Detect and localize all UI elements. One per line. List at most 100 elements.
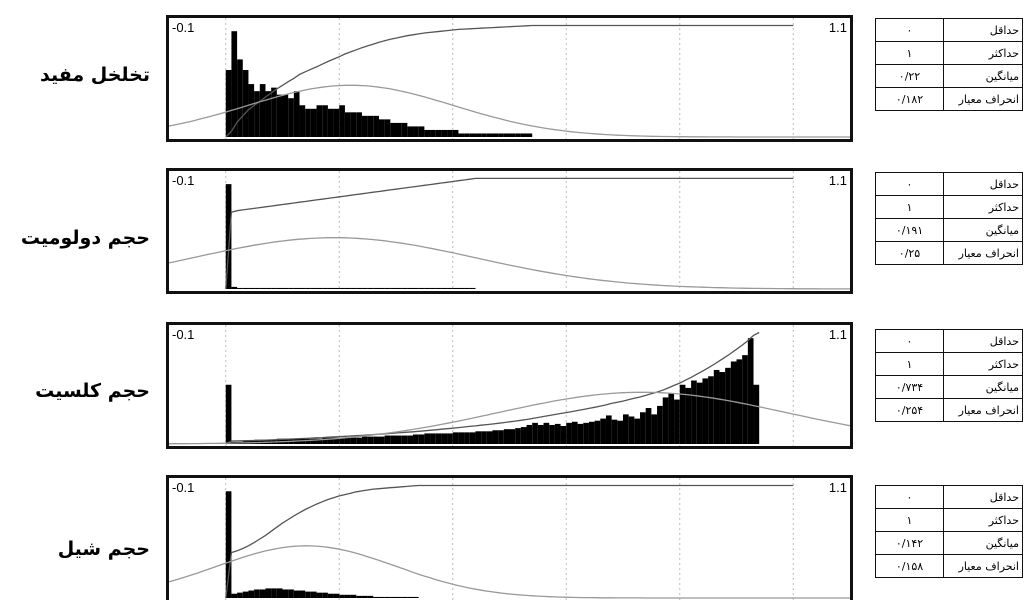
histogram-bar (549, 424, 555, 444)
histogram-bar (310, 438, 317, 444)
stats-row-std: ۰/۱۸۲ انحراف معیار (875, 87, 1023, 111)
histogram-bar (237, 287, 243, 289)
histogram-bar (344, 287, 351, 289)
histogram-bar (316, 438, 323, 444)
histogram-bar (464, 287, 470, 289)
histogram-bar (276, 588, 283, 598)
stats-row-std: ۰/۱۵۸ انحراف معیار (875, 554, 1023, 578)
histogram-bar (327, 287, 334, 289)
histogram-bar (339, 437, 345, 444)
histogram-bar (498, 430, 504, 444)
stats-value: ۰ (875, 485, 944, 509)
histogram-bar (378, 436, 385, 444)
histogram-bar (435, 433, 442, 444)
stats-row-mean: ۰/۷۳۴ میانگین (875, 375, 1023, 399)
stats-name: انحراف معیار (943, 398, 1023, 422)
histogram-bar (611, 419, 618, 444)
histogram-bar (344, 437, 351, 444)
histogram-panel-2: -0.1 1.1 (166, 168, 853, 294)
axis-max-label: 1.1 (828, 327, 847, 342)
histogram-bar (316, 105, 323, 137)
histogram-bar (282, 287, 289, 289)
histogram-bar (452, 287, 459, 289)
stats-name: حداکثر (943, 508, 1023, 532)
histogram-bar (373, 596, 379, 598)
histogram-bar (293, 590, 300, 598)
histogram-bar (350, 112, 357, 137)
histogram-bar (628, 416, 635, 444)
histogram-bar (367, 436, 374, 444)
stats-value: ۱ (875, 195, 944, 219)
histogram-bar (254, 589, 260, 598)
histogram-bar (594, 420, 601, 444)
histogram-bar (282, 589, 289, 598)
stats-name: حداکثر (943, 352, 1023, 376)
histogram-bar (645, 408, 652, 444)
stats-name: میانگین (943, 375, 1023, 399)
histogram-bar (310, 287, 317, 289)
histogram-bar (327, 108, 334, 137)
stats-row-std: ۰/۲۵۴ انحراف معیار (875, 398, 1023, 422)
histogram-bar (396, 596, 402, 598)
histogram-bar (282, 94, 289, 137)
histogram-bar (299, 105, 306, 137)
histogram-bar (390, 287, 396, 289)
histogram-bar (640, 412, 646, 444)
histogram-bar (254, 287, 260, 289)
histogram-bar (691, 380, 697, 444)
histogram-bar (265, 91, 272, 137)
axis-max-label: 1.1 (828, 173, 847, 188)
histogram-bar (305, 287, 311, 289)
stats-row-min: ۰ حداقل (875, 18, 1023, 42)
stats-name: حداقل (943, 172, 1023, 196)
stats-row-std: ۰/۲۵ انحراف معیار (875, 241, 1023, 265)
histogram-bar (435, 129, 442, 137)
histogram-bar (413, 434, 419, 444)
histogram-bar (430, 129, 436, 137)
histogram-bar (225, 491, 232, 598)
histogram-bar (708, 376, 714, 444)
histogram-bar (509, 429, 516, 444)
histogram-bar (407, 287, 414, 289)
axis-min-label: -0.1 (172, 173, 195, 188)
histogram-bar (361, 287, 368, 289)
histogram-bar (634, 418, 641, 444)
histogram-bar (753, 384, 760, 444)
histogram-bar (696, 382, 703, 444)
axis-min-label: -0.1 (172, 327, 195, 342)
histogram-bar (373, 287, 379, 289)
histogram-bar (288, 589, 294, 598)
histogram-bar (668, 393, 675, 444)
histogram-bar (679, 384, 686, 444)
histogram-bar (367, 287, 374, 289)
histogram-bar (583, 422, 589, 444)
cumulative-curve (225, 331, 760, 445)
histogram-bar (685, 387, 692, 444)
histogram-bar (407, 126, 414, 137)
histogram-bar (231, 31, 238, 138)
histogram-bar (492, 133, 499, 137)
histogram-bar (674, 399, 680, 444)
histogram-bar (464, 133, 470, 137)
density-curve (169, 237, 850, 290)
histogram-bar (577, 423, 584, 444)
histogram-bar (265, 287, 272, 289)
histogram-bar (259, 287, 266, 289)
histogram-bar (498, 133, 504, 137)
histogram-bar (259, 84, 266, 137)
stats-row-max: ۱ حداکثر (875, 352, 1023, 376)
histogram-bar (322, 592, 328, 598)
histogram-bar (265, 588, 272, 598)
stats-value: ۰ (875, 329, 944, 353)
density-curve (169, 84, 850, 138)
histogram-bar (254, 91, 260, 137)
histogram-bar (532, 422, 538, 444)
stats-value: ۱ (875, 508, 944, 532)
histogram-bar (481, 431, 487, 444)
histogram-bar (407, 435, 414, 444)
histogram-bar (310, 591, 317, 598)
stats-row-mean: ۰/۱۴۲ میانگین (875, 531, 1023, 555)
histogram-bar (509, 133, 516, 137)
histogram-bar (361, 115, 368, 137)
stats-row-mean: ۰/۱۹۱ میانگین (875, 218, 1023, 242)
